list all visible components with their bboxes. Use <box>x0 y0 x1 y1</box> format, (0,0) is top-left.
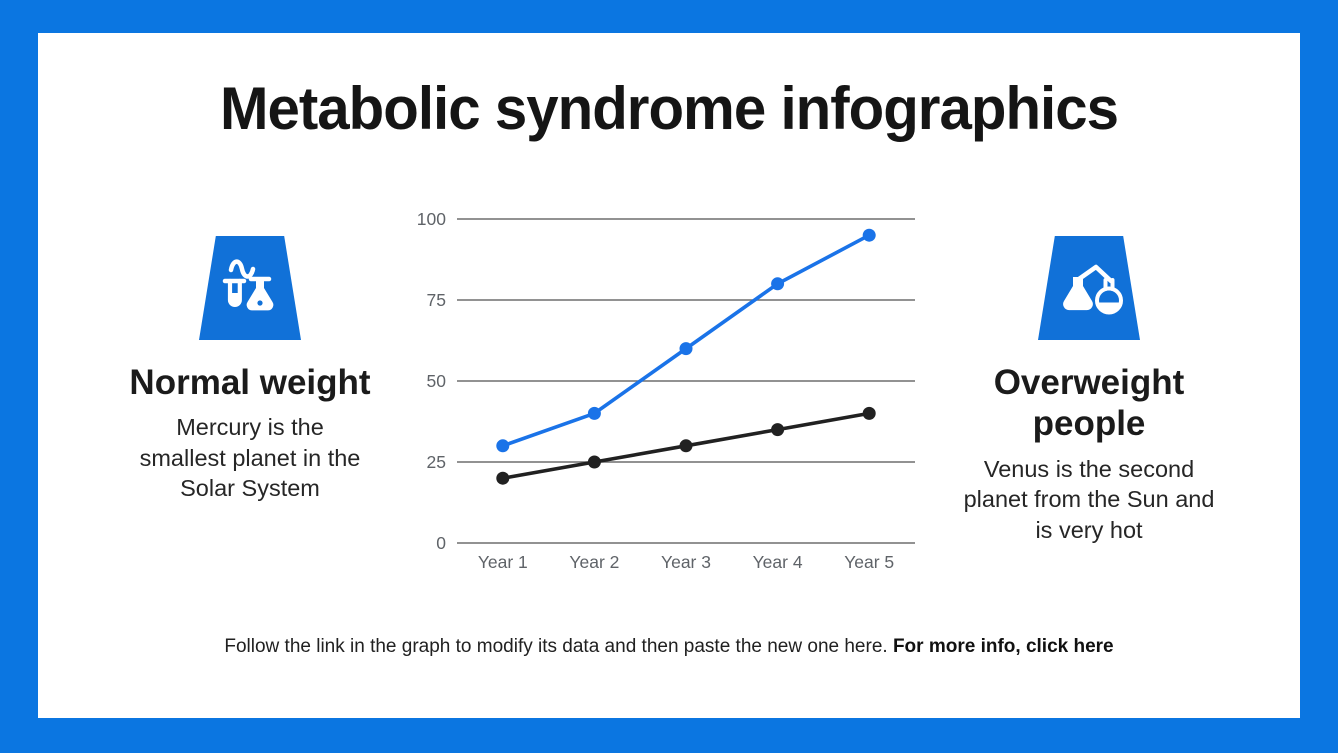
feature-description: Mercury is the smallest planet in the So… <box>139 414 361 502</box>
feature-heading: Normal weight <box>129 363 371 402</box>
x-tick-label: Year 3 <box>661 552 711 572</box>
feature-heading: Overweight people <box>993 363 1185 444</box>
x-tick-label: Year 4 <box>753 552 803 572</box>
footer-note-text: Follow the link in the graph to modify i… <box>224 636 888 657</box>
black-series-point <box>679 439 693 453</box>
y-tick-label: 100 <box>417 209 446 229</box>
x-tick-label: Year 1 <box>478 552 528 572</box>
blue-series-line <box>502 233 871 448</box>
black-series-point <box>496 471 510 485</box>
line-chart[interactable]: 0 25 50 75 100 Year 1 Year 2 Year 3 Year 4 Year 5 <box>398 196 922 592</box>
x-tick-label: Year 2 <box>569 552 619 572</box>
x-tick-label: Year 5 <box>844 552 894 572</box>
y-tick-label: 50 <box>427 371 447 391</box>
black-series-point <box>587 455 601 469</box>
blue-series-point <box>862 228 876 242</box>
page-title: Metabolic syndrome infographics <box>219 75 1119 142</box>
feature-description: Venus is the second planet from the Sun … <box>963 455 1215 543</box>
black-series-point <box>862 406 876 420</box>
blue-series-point <box>771 277 785 291</box>
blue-series-point <box>587 406 601 420</box>
test-tube-and-flask-icon <box>199 236 301 340</box>
line-chart-svg: 0 25 50 75 100 Year 1 Year 2 Year 3 Year 4 Year 5 <box>417 209 915 572</box>
slide-background <box>38 33 1300 718</box>
footer-more-info-link[interactable]: For more info, click here <box>892 636 1114 657</box>
y-tick-label: 25 <box>427 452 446 472</box>
feature-overweight-people: Overweight people Venus is the second pl… <box>934 236 1244 545</box>
black-series-point <box>771 423 785 437</box>
blue-series-point <box>679 342 693 356</box>
blue-series-point <box>496 439 510 453</box>
footer-note: Follow the link in the graph to modify i… <box>0 636 1338 658</box>
distillation-flasks-icon <box>1038 236 1140 340</box>
y-tick-label: 0 <box>436 533 446 553</box>
y-tick-label: 75 <box>427 290 446 310</box>
feature-normal-weight: Normal weight Mercury is the smallest pl… <box>95 236 405 504</box>
